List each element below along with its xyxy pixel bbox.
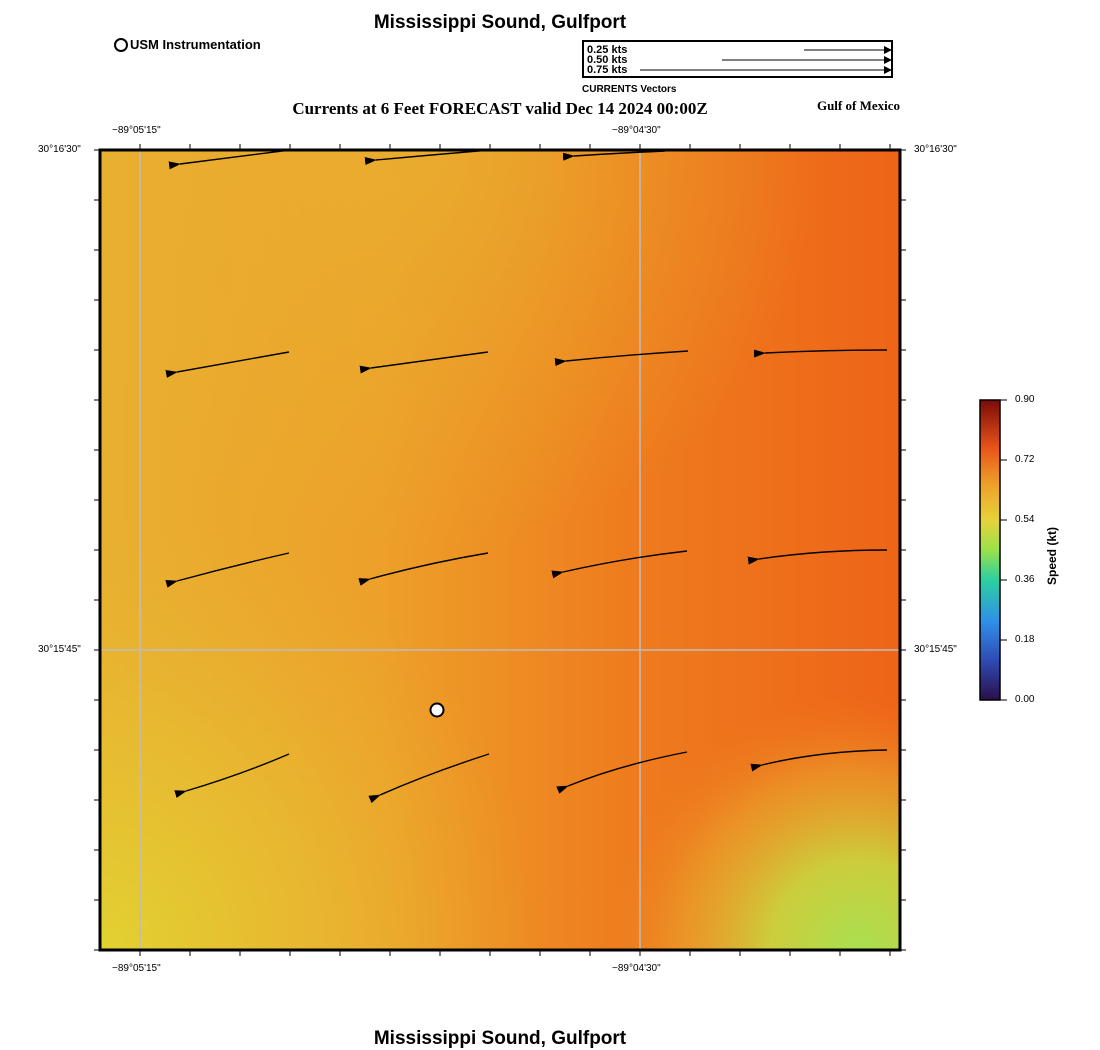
circle-marker-icon xyxy=(114,38,128,52)
top-tick-label: −89°05'15" xyxy=(112,125,161,136)
vector-legend-row: 0.75 kts xyxy=(587,64,628,76)
current-vector-arrow xyxy=(368,753,490,804)
colorbar-tick-label: 0.90 xyxy=(1015,394,1035,405)
vector-legend: 0.25 kts 0.50 kts 0.75 kts xyxy=(582,40,893,78)
legend-arrows xyxy=(640,46,892,74)
left-tick-label: 30°15'45" xyxy=(38,644,81,655)
colorbar-tick-label: 0.00 xyxy=(1015,694,1035,705)
speed-colorbar xyxy=(979,399,1007,701)
right-tick-label: 30°16'30" xyxy=(914,144,957,155)
map-title: Mississippi Sound, Gulfport xyxy=(373,12,627,33)
colorbar-tick-label: 0.18 xyxy=(1015,634,1035,645)
current-vector-arrow xyxy=(554,350,689,367)
forecast-subtitle: Currents at 6 Feet FORECAST valid Dec 14… xyxy=(292,99,708,118)
current-vector-arrow xyxy=(551,550,688,579)
map-footer-title: Mississippi Sound, Gulfport xyxy=(373,1028,627,1049)
right-tick-label: 30°15'45" xyxy=(914,644,957,655)
bottom-tick-label: −89°05'15" xyxy=(112,963,161,974)
bottom-tick-label: −89°04'30" xyxy=(612,963,661,974)
current-vector-arrow xyxy=(358,552,489,586)
colorbar-title: Speed (kt) xyxy=(1045,526,1059,585)
current-vector-arrow xyxy=(359,351,489,374)
vector-legend-row: 0.25 kts xyxy=(587,44,628,56)
vector-legend-row: 0.50 kts xyxy=(587,54,628,66)
region-label: Gulf of Mexico xyxy=(816,98,900,113)
current-vector-arrow xyxy=(165,351,290,378)
colorbar-tick-label: 0.36 xyxy=(1015,574,1035,585)
current-vector-arrow xyxy=(556,751,688,794)
top-tick-label: −89°04'30" xyxy=(612,125,661,136)
current-vector-arrow xyxy=(753,349,888,358)
colorbar-tick-label: 0.72 xyxy=(1015,454,1035,465)
current-vector-arrow xyxy=(747,549,888,565)
colorbar-tick-label: 0.54 xyxy=(1015,514,1035,525)
frame-ticks xyxy=(94,144,906,956)
left-tick-label: 30°16'30" xyxy=(38,144,81,155)
vector-legend-caption: CURRENTS Vectors xyxy=(582,84,677,95)
usm-station-marker xyxy=(429,702,445,718)
current-vector-arrow xyxy=(174,753,290,798)
current-vector-arrow xyxy=(165,552,290,588)
current-vector-arrow xyxy=(750,749,888,772)
station-legend-label: USM Instrumentation xyxy=(130,37,261,52)
